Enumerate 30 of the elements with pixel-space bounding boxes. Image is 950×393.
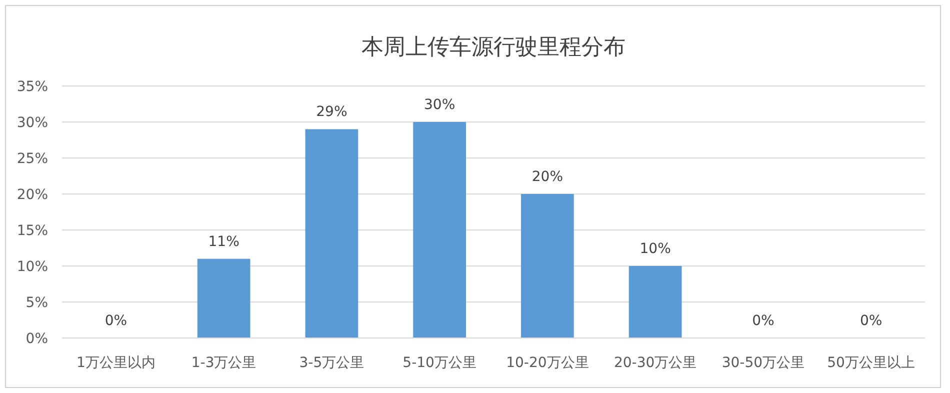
- y-tick-label: 0%: [26, 331, 48, 347]
- x-tick-label: 3-5万公里: [299, 355, 364, 371]
- x-tick-label: 10-20万公里: [506, 355, 589, 371]
- y-tick-label: 30%: [16, 115, 48, 131]
- data-label: 0%: [752, 313, 774, 329]
- x-tick-label: 30-50万公里: [722, 355, 805, 371]
- y-tick-label: 5%: [26, 295, 48, 311]
- y-tick-label: 25%: [16, 151, 48, 167]
- bar: [521, 194, 574, 338]
- data-label: 10%: [640, 241, 671, 257]
- data-label: 30%: [424, 97, 456, 113]
- x-tick-label: 5-10万公里: [402, 355, 476, 371]
- y-tick-label: 15%: [16, 223, 48, 239]
- x-tick-label: 20-30万公里: [614, 355, 697, 371]
- chart-title: 本周上传车源行驶里程分布: [362, 35, 626, 60]
- data-label: 0%: [104, 313, 128, 329]
- bar: [305, 129, 358, 338]
- x-tick-label: 50万公里以上: [827, 355, 915, 371]
- data-label: 0%: [860, 313, 882, 329]
- data-label: 20%: [532, 169, 563, 185]
- y-tick-label: 10%: [16, 259, 48, 275]
- data-label: 11%: [208, 234, 240, 250]
- bar: [197, 258, 250, 338]
- x-tick-label: 1万公里以内: [76, 355, 156, 371]
- bar: [628, 266, 682, 338]
- data-label: 29%: [316, 104, 348, 120]
- y-tick-label: 20%: [16, 187, 48, 203]
- y-tick-label: 35%: [16, 79, 48, 95]
- x-tick-label: 1-3万公里: [191, 355, 256, 371]
- bar: [413, 122, 466, 338]
